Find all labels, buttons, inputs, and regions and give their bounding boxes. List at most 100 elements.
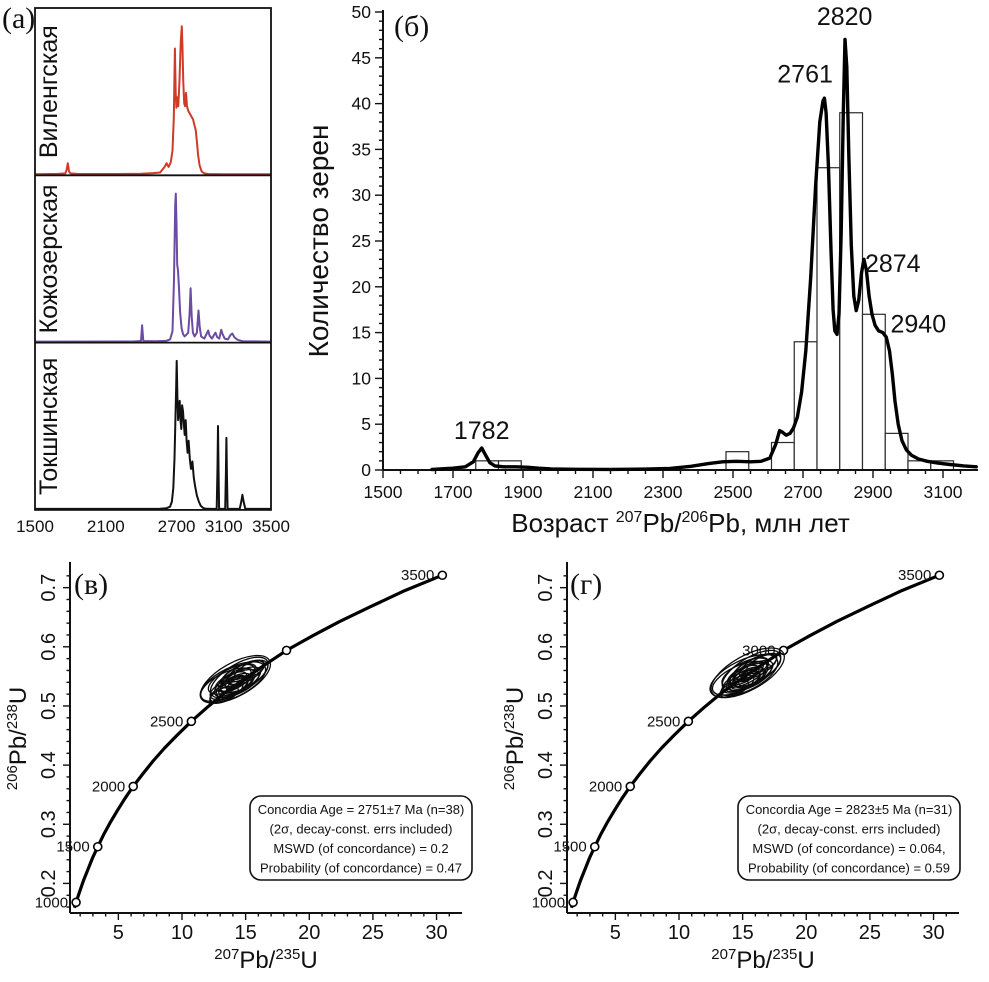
age-marker <box>568 897 578 908</box>
age-marker <box>589 841 600 852</box>
error-ellipse <box>710 647 785 699</box>
panel-b-histogram-plot: 1500 1700 1900 2100 2300 2500 2700 2900 3100 0 5 10… <box>303 2 978 538</box>
age-marker <box>186 716 197 727</box>
concordia-curve <box>72 573 444 909</box>
y-tick-label: 0.4 <box>38 751 60 779</box>
x-tick-label: 10 <box>668 922 690 944</box>
panel-v-concordia-plot: 5 10 15 20 25 30 0.2 0.3 0.4 0.5 0.6 0.7 1000 1500 200… <box>4 562 473 974</box>
error-ellipse <box>742 668 758 679</box>
x-tick-label: 1900 <box>504 482 543 502</box>
age-marker-label: 1000 <box>35 894 68 911</box>
age-marker-label: 2000 <box>92 778 125 795</box>
y-tick-label: 0.7 <box>38 574 60 602</box>
y-tick-label: 0.6 <box>38 633 60 661</box>
y-tick-label: 0.2 <box>38 870 60 898</box>
x-tick-label: 1500 <box>364 482 403 502</box>
y-tick-label: 0.5 <box>38 692 60 720</box>
concordia-curve <box>569 573 941 909</box>
x-tick-label: 2700 <box>158 517 196 536</box>
age-marker-label: 2500 <box>647 713 680 730</box>
histogram-bar <box>861 313 886 471</box>
age-marker <box>437 570 448 581</box>
histogram-bar <box>884 432 909 471</box>
kde-curve-Виленгская <box>34 25 272 176</box>
x-axis-title: 207Pb/235U <box>214 946 317 974</box>
info-box-line: (2σ, decay-const. errs included) <box>270 822 453 837</box>
age-marker <box>934 570 945 581</box>
x-tick-label: 2500 <box>714 482 753 502</box>
panel-g-letter: (г) <box>570 568 603 601</box>
probability-density-curve <box>430 37 978 472</box>
info-box-line: MSWD (of concordance) = 0.064, <box>752 841 945 856</box>
age-marker <box>281 645 292 656</box>
x-axis-title: 207Pb/235U <box>711 946 814 974</box>
x-tick-label: 5 <box>113 922 124 944</box>
age-marker <box>92 841 103 852</box>
error-ellipse <box>738 668 767 687</box>
y-tick-label: 25 <box>352 231 371 251</box>
info-box-line: (2σ, decay-const. errs included) <box>758 822 941 837</box>
y-tick-label: 5 <box>361 414 371 434</box>
x-tick-label: 25 <box>859 922 881 944</box>
panel-b-letter: (б) <box>394 10 430 43</box>
y-tick-label: 0.7 <box>535 574 557 602</box>
x-tick-label: 1700 <box>434 482 473 502</box>
y-tick-label: 0.4 <box>535 751 557 779</box>
panel-g-concordia-plot: 5 10 15 20 25 30 0.2 0.3 0.4 0.5 0.6 0.7 1000 1500 200… <box>501 562 961 974</box>
info-box-line: Probability (of concordance) = 0.47 <box>260 861 462 876</box>
x-tick-label: 10 <box>171 922 193 944</box>
panel-a-kde-stack-plot: Виленгская Кожозерская Токшинская 1500 2100 2… <box>16 7 290 536</box>
error-ellipse <box>209 685 239 704</box>
info-box-line: Probability (of concordance) = 0.59 <box>748 861 950 876</box>
y-tick-label: 15 <box>352 323 371 343</box>
y-tick-label: 0.3 <box>38 810 60 838</box>
info-box-line: MSWD (of concordance) = 0.2 <box>273 841 448 856</box>
y-tick-label: 40 <box>352 94 372 114</box>
x-axis-title: Возраст 207Pb/206Pb, млн лет <box>511 508 850 538</box>
x-tick-label: 30 <box>425 922 447 944</box>
x-tick-label: 1500 <box>16 517 54 536</box>
x-tick-label: 2900 <box>854 482 893 502</box>
x-tick-label: 20 <box>795 922 817 944</box>
age-marker-label: 3500 <box>401 567 434 584</box>
age-marker-label: 1500 <box>553 839 586 856</box>
y-axis-title: 206Pb/238U <box>501 687 529 790</box>
series-name-label: Виленгская <box>35 25 63 158</box>
y-tick-label: 50 <box>352 2 372 22</box>
y-tick-label: 0.2 <box>535 870 557 898</box>
age-marker <box>71 897 81 908</box>
x-tick-label: 2100 <box>574 482 613 502</box>
age-marker-label: 2000 <box>589 778 622 795</box>
panel-a-frame <box>34 7 272 511</box>
x-tick-label: 3100 <box>205 517 243 536</box>
x-tick-label: 20 <box>298 922 320 944</box>
y-tick-label: 35 <box>352 139 371 159</box>
panel-a-letter: (a) <box>2 2 36 35</box>
age-marker <box>683 716 694 727</box>
info-box-line: Concordia Age = 2823±5 Ma (n=31) <box>746 802 953 817</box>
y-tick-label: 0.3 <box>535 810 557 838</box>
age-marker-label: 2500 <box>150 713 183 730</box>
x-tick-label: 30 <box>922 922 944 944</box>
peak-age-label: 2761 <box>777 61 833 89</box>
kde-curve-Кожозерская <box>34 192 272 343</box>
y-axis-title: 206Pb/238U <box>4 687 32 790</box>
y-tick-label: 10 <box>352 368 372 388</box>
x-tick-label: 5 <box>610 922 621 944</box>
y-axis-title: Количество зерен <box>303 125 334 358</box>
y-tick-label: 30 <box>352 185 372 205</box>
y-tick-label: 0.5 <box>535 692 557 720</box>
panel-v-letter: (в) <box>74 568 109 601</box>
series-name-label: Кожозерская <box>35 184 63 333</box>
x-tick-label: 3500 <box>252 517 290 536</box>
x-tick-label: 15 <box>235 922 257 944</box>
age-marker-label: 1500 <box>56 839 89 856</box>
peak-age-label: 2940 <box>891 311 947 339</box>
age-marker-label: 3500 <box>898 567 931 584</box>
x-tick-label: 3100 <box>924 482 963 502</box>
age-marker <box>128 781 139 792</box>
y-tick-label: 0.6 <box>535 633 557 661</box>
y-tick-label: 20 <box>352 277 372 297</box>
age-marker <box>625 781 636 792</box>
